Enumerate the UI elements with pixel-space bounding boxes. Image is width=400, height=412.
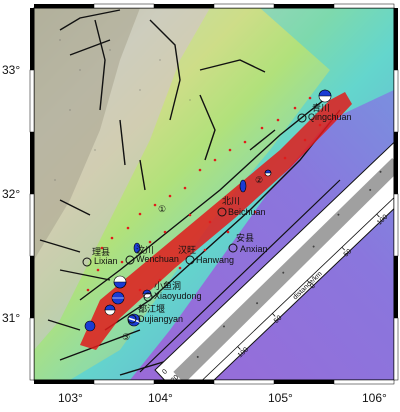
- place-en-anxian: Anxian: [240, 244, 268, 254]
- depth-tick: -40: [176, 383, 188, 395]
- fault-number-2: ②: [255, 175, 263, 185]
- lat-label-31: 31°: [2, 311, 20, 325]
- place-cn-beichuan: 北川: [222, 196, 240, 207]
- focal-mechanisms: [84, 89, 332, 332]
- lon-label-106: 106°: [362, 391, 387, 405]
- place-en-hanwang: Hanwang: [196, 255, 234, 265]
- place-cn-wenchuan: 汶川: [136, 244, 154, 256]
- place-cn-lixian: 理县: [92, 247, 110, 258]
- place-en-wenchuan: Wenchuan: [136, 254, 179, 264]
- lon-label-104: 104°: [148, 391, 173, 405]
- fault-number-3: ③: [122, 332, 130, 342]
- place-cn-anxian: 安县: [236, 232, 254, 244]
- place-cn-xiaoyudong: 小鱼洞: [154, 280, 181, 292]
- profile-tick: 0: [309, 283, 317, 291]
- fault-number-1: ①: [158, 204, 166, 214]
- place-en-lixian: Lixian: [94, 256, 118, 266]
- map-frame: [29, 3, 399, 385]
- aftershock-cluster: [80, 92, 352, 350]
- depth-tick: 0: [161, 368, 169, 376]
- place-en-dujiangyan: Dujiangyan: [138, 314, 183, 324]
- lat-label-32: 32°: [2, 187, 20, 201]
- profile-depth-label: depth/km: [179, 381, 205, 406]
- lon-label-105: 105°: [268, 391, 293, 405]
- profile-tick: 50: [273, 314, 284, 325]
- place-cn-hanwang: 汉旺: [178, 245, 196, 256]
- place-en-xiaoyudong: Xiaoyudong: [154, 291, 202, 301]
- place-cn-qingchuan: 青川: [312, 102, 330, 114]
- fault-lines: [39, 9, 341, 376]
- place-cn-dujiangyan: 都江堰: [138, 304, 165, 315]
- terrain-background: 150 100 50 0 -50 -100 -150 distance/km 0…: [34, 8, 394, 406]
- lat-label-33: 33°: [2, 63, 20, 77]
- depth-tick: -20: [168, 374, 180, 386]
- place-markers: [82, 113, 307, 324]
- lon-label-103: 103°: [58, 391, 83, 405]
- place-en-beichuan: Beichuan: [228, 207, 266, 217]
- profile-line: [139, 179, 341, 373]
- place-en-qingchuan: Qingchuan: [308, 112, 352, 122]
